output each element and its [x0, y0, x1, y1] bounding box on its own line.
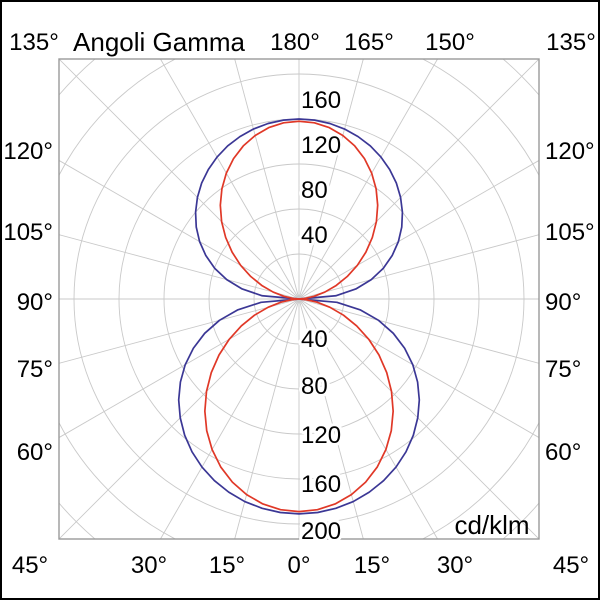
angle-label-right: 60° [545, 439, 581, 466]
angle-label-right: 75° [545, 356, 581, 383]
grid-spoke [298, 234, 539, 300]
grid-spoke [298, 298, 439, 539]
angle-label-right: 90° [545, 289, 581, 316]
chart-title: Angoli Gamma [73, 27, 245, 57]
grid-spoke [234, 298, 300, 539]
angle-label-right: 105° [545, 219, 595, 246]
angle-label-top: 135° [546, 29, 596, 56]
ring-label-upper: 40 [301, 222, 328, 249]
grid-spoke [298, 159, 539, 300]
grid-spoke [59, 298, 300, 439]
angle-label-bottom: 15° [354, 552, 390, 579]
grid-spoke [159, 298, 300, 539]
grid-spoke [59, 159, 300, 300]
ring-label-lower: 120 [301, 422, 341, 449]
angle-label-top: 180° [270, 29, 320, 56]
grid-spoke [59, 298, 300, 539]
angle-label-bottom: 30° [131, 552, 167, 579]
angle-label-bottom: 0° [288, 552, 311, 579]
ring-label-upper: 80 [301, 177, 328, 204]
angle-label-top: 135° [9, 29, 59, 56]
intensity-curve-blue [177, 118, 421, 515]
grid-spoke [59, 59, 300, 300]
angle-label-left: 90° [17, 289, 53, 316]
angle-label-bottom: 15° [209, 552, 245, 579]
angle-label-bottom: 45° [553, 552, 589, 579]
angle-label-left: 120° [3, 138, 53, 165]
grid-spoke [59, 298, 300, 364]
grid-spoke [298, 59, 539, 300]
angle-label-top: 150° [425, 29, 475, 56]
grid-spoke [234, 59, 300, 300]
ring-label-lower: 40 [301, 326, 328, 353]
angle-label-left: 75° [17, 356, 53, 383]
ring-label-lower: 200 [301, 518, 341, 545]
grid-spoke [298, 298, 539, 439]
angle-label-bottom: 30° [437, 552, 473, 579]
ring-label-upper: 160 [301, 87, 341, 114]
unit-label: cd/klm [454, 510, 529, 540]
angle-label-right: 120° [545, 138, 595, 165]
plot-border [58, 58, 540, 540]
angle-label-left: 105° [3, 219, 53, 246]
grid-spoke [298, 59, 364, 300]
angle-label-left: 60° [17, 439, 53, 466]
ring-label-lower: 80 [301, 373, 328, 400]
ring-label-upper: 120 [301, 132, 341, 159]
grid-spoke [298, 59, 439, 300]
angle-label-bottom: 45° [12, 552, 48, 579]
grid-spoke [298, 298, 364, 539]
grid-spoke [59, 234, 300, 300]
grid-spoke [159, 59, 300, 300]
grid-spoke [298, 298, 539, 539]
angle-label-top: 165° [344, 29, 394, 56]
ring-label-lower: 160 [301, 471, 341, 498]
intensity-curve-red [204, 120, 394, 513]
grid-spoke [298, 298, 539, 364]
